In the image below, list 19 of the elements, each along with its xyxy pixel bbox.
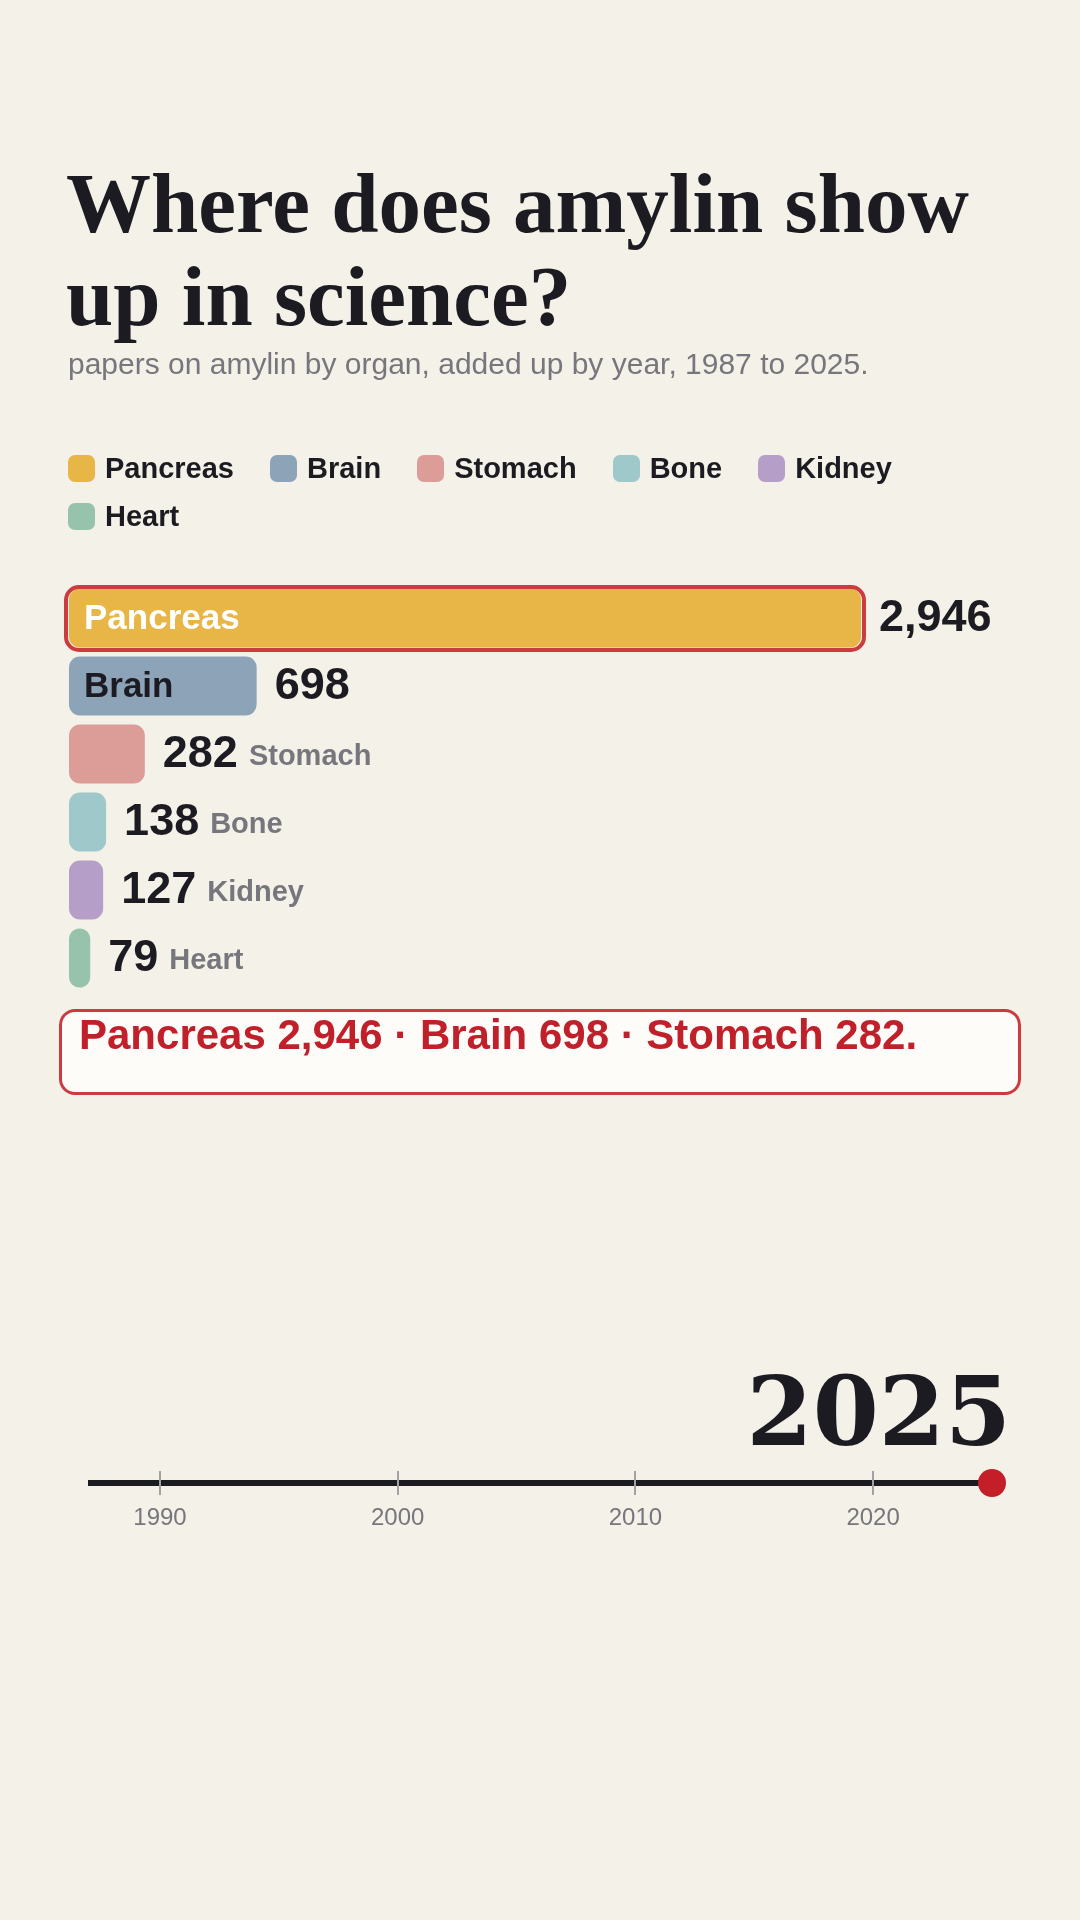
text: 2010: [607, 1502, 664, 1532]
legend-label: Brain: [307, 451, 382, 485]
legend-label: Kidney: [795, 451, 892, 485]
text: Pancreas 2,946 · Brain 698 · Stomach 282.: [79, 1011, 918, 1060]
chart-title: Where does amylin show up in science?: [66, 156, 970, 343]
legend-label: Bone: [649, 451, 723, 485]
text: 2000: [370, 1502, 426, 1532]
data-label: 698: [274, 658, 350, 710]
data-label: 138: [124, 794, 200, 846]
legend-label: Stomach: [454, 451, 577, 485]
data-label: 282: [162, 726, 238, 778]
data-label: 127: [121, 862, 197, 914]
text: 2025: [746, 1356, 1011, 1467]
data-label: 79: [108, 930, 159, 982]
text: 2020: [845, 1502, 901, 1532]
data-label: 2,946: [879, 590, 992, 642]
y-tick-label: Pancreas: [84, 596, 240, 636]
chart-subtitle: papers on amylin by organ, added up by year, 1987 to 2025.: [68, 346, 870, 382]
text: 1990: [132, 1502, 188, 1532]
